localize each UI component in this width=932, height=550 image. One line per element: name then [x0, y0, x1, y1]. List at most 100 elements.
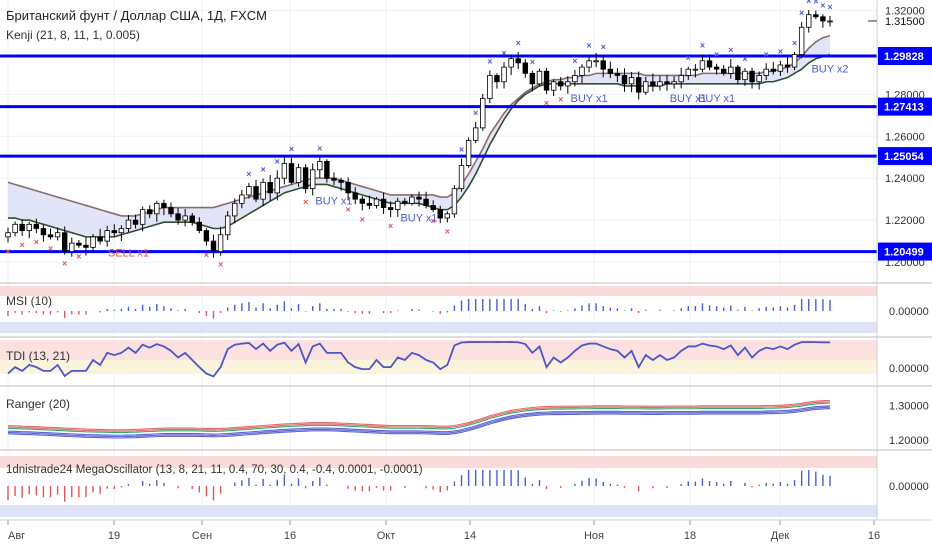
candle-body — [501, 66, 507, 83]
ranger-line — [7, 408, 831, 439]
candle-body — [380, 198, 387, 208]
buy-marker: × — [792, 38, 797, 48]
candle-body — [735, 66, 741, 81]
candle-body — [210, 240, 217, 252]
ranger-line — [7, 406, 831, 438]
signal-label: BUY x1 — [698, 93, 735, 105]
candle-body — [657, 81, 663, 87]
main-price-pane[interactable]: × × × × × × × × × × × × × × × × × × × × × × × × × × × × × × × × × × × × × × × ×… — [0, 0, 877, 270]
price-axis: 1.320001.280001.260001.240001.220001.200… — [868, 0, 932, 520]
candle-body — [54, 232, 61, 238]
candle-body — [317, 161, 323, 171]
candle-body — [246, 186, 252, 196]
candle-body — [721, 68, 727, 74]
signal-label: BUY x1 — [670, 93, 707, 105]
candle-body — [232, 202, 238, 217]
candle-body — [310, 169, 316, 190]
candle-body — [699, 60, 706, 70]
x-tick-label: Авг — [8, 530, 25, 542]
candle-body — [182, 215, 188, 221]
candle-body — [12, 223, 18, 234]
buy-marker: × — [473, 108, 478, 118]
x-tick-label: 18 — [684, 530, 696, 542]
candle-body — [621, 75, 628, 85]
candle-body — [593, 60, 599, 63]
chart-title: Британский фунт / Доллар США, 1Д, FXCM — [6, 8, 268, 23]
candle-body — [154, 202, 160, 215]
candle-body — [69, 242, 75, 252]
candle-body — [565, 81, 571, 87]
ranger-label: Ranger (20) — [6, 397, 71, 411]
candle-body — [168, 207, 174, 215]
candle-body — [104, 230, 110, 242]
candle-body — [437, 209, 443, 219]
candle-body — [118, 228, 125, 234]
x-tick-label: 16 — [284, 530, 296, 542]
candle-body — [224, 215, 231, 236]
buy-marker: × — [586, 41, 591, 51]
sell-marker: × — [204, 250, 209, 260]
signal-label: BUY x1 — [571, 93, 608, 105]
buy-marker: × — [572, 56, 577, 66]
candle-body — [359, 198, 366, 204]
candle-body — [76, 242, 82, 246]
candle-body — [260, 181, 266, 200]
tdi-upper-zone — [0, 340, 877, 360]
buy-marker: × — [806, 0, 811, 6]
buy-marker: × — [742, 54, 747, 64]
candle-body — [373, 198, 380, 206]
buy-marker: × — [813, 0, 818, 6]
buy-marker: × — [516, 38, 521, 48]
candle-body — [409, 196, 415, 204]
y-tick-label: 1.26000 — [885, 131, 925, 143]
tdi-label: TDI (13, 21) — [6, 349, 71, 363]
x-tick-label: Дек — [771, 530, 790, 542]
price-level-label: 1.27413 — [884, 102, 924, 114]
candle-body — [756, 75, 762, 83]
candle-body — [19, 223, 25, 231]
price-level-badge — [878, 47, 932, 66]
price-level-badge — [878, 242, 932, 261]
candle-body — [650, 81, 656, 87]
candle-body — [132, 219, 139, 225]
candle-body — [196, 221, 203, 231]
x-tick-label: 14 — [464, 530, 476, 542]
candle-body — [692, 68, 699, 71]
candle-body — [451, 188, 458, 215]
buy-marker: × — [764, 49, 769, 59]
candle-body — [713, 66, 720, 70]
candle-body — [26, 223, 32, 231]
indicator-label: Kenji (21, 8, 11, 1, 0.005) — [6, 28, 140, 42]
sell-marker: × — [558, 94, 563, 104]
kenji-upper-line — [7, 34, 831, 217]
buy-marker: × — [289, 144, 294, 154]
price-level-label: 1.20499 — [884, 247, 924, 259]
ranger-line — [7, 401, 831, 432]
ranger-line — [7, 399, 831, 431]
price-level-badge — [878, 147, 932, 166]
msi-label: MSI (10) — [6, 294, 53, 308]
candle-body — [331, 177, 337, 181]
mega-lower-zone — [0, 505, 877, 517]
sell-marker: × — [34, 237, 39, 247]
buy-marker: × — [317, 144, 322, 154]
buy-marker: × — [530, 57, 535, 67]
buy-marker: × — [487, 56, 492, 66]
buy-marker: × — [686, 53, 691, 63]
ranger-tick: 1.30000 — [889, 401, 929, 413]
candle-body — [387, 207, 394, 211]
candle-body — [239, 194, 245, 204]
x-tick-label: 19 — [108, 530, 120, 542]
candle-body — [480, 98, 486, 129]
sell-marker: × — [218, 260, 223, 270]
buy-marker: × — [246, 169, 251, 179]
candle-body — [147, 209, 153, 215]
candle-body — [494, 75, 500, 83]
candle-body — [111, 230, 117, 234]
sell-marker: × — [388, 221, 393, 231]
candle-body — [671, 81, 677, 85]
candle-body — [47, 234, 54, 238]
candle-body — [430, 205, 436, 211]
candle-body — [302, 167, 309, 190]
